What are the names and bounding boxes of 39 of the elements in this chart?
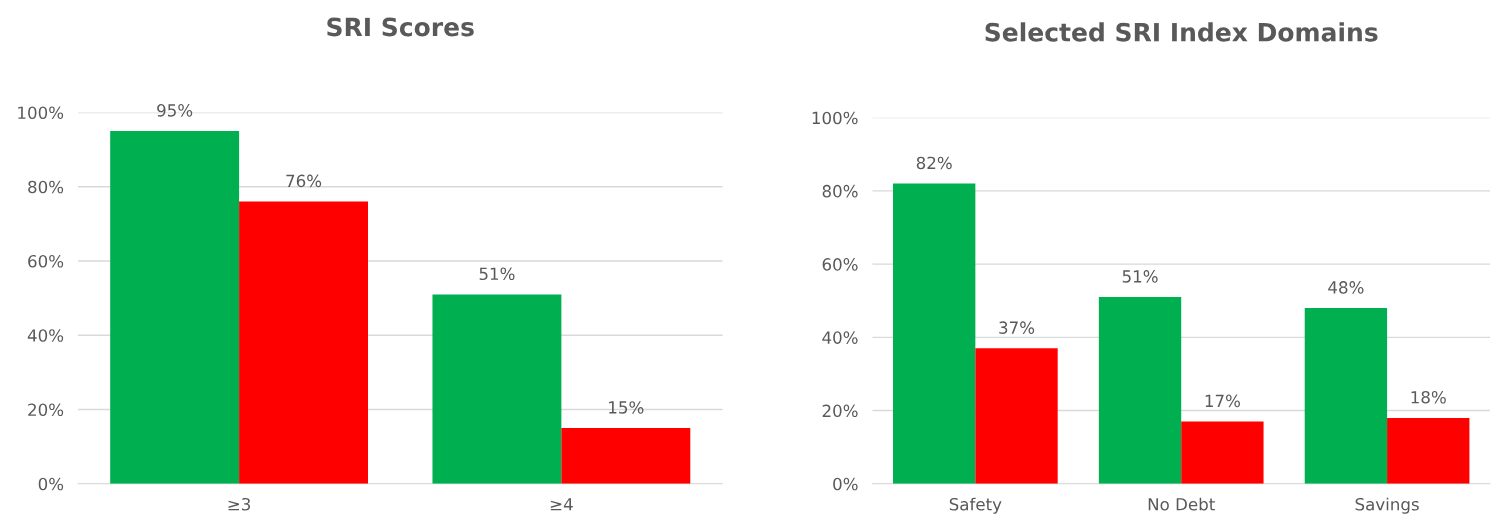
data-label: 76% [286,174,322,188]
y-tick-label: 80% [28,180,64,194]
bar [1098,297,1182,484]
data-label: 51% [1122,270,1158,283]
data-label: 48% [1328,281,1364,294]
chart-title: Selected SRI Index Domains [985,22,1378,42]
data-label: 51% [479,267,515,281]
y-tick-label: 100% [812,111,858,125]
bar [893,183,976,484]
data-label: 95% [157,104,193,117]
data-label: 15% [609,401,644,414]
y-tick-label: 60% [28,254,64,268]
y-tick-label: 40% [822,331,858,344]
x-tick-label: Safety [949,497,1002,514]
bar [432,294,562,484]
bar [1181,421,1264,484]
y-tick-label: 20% [28,403,64,417]
x-tick-label: No Debt [1148,497,1215,511]
bar [239,201,368,484]
bar [1304,308,1388,484]
bar [561,428,691,484]
chart-title: SRI Scores [327,17,474,37]
y-tick-label: 80% [822,184,858,198]
y-tick-label: 60% [822,258,858,271]
y-tick-label: 20% [822,404,858,418]
bar [1387,417,1470,484]
bar [975,348,1058,484]
x-tick-label: Savings [1355,497,1419,514]
x-tick-label: ≥3 [228,497,251,511]
x-tick-label: ≥4 [550,498,573,511]
bar [110,131,240,484]
y-tick-label: 0% [38,477,64,491]
y-tick-label: 40% [27,329,64,342]
data-label: 18% [1411,390,1446,404]
y-tick-label: 100% [18,106,64,120]
data-label: 17% [1205,394,1240,408]
data-label: 37% [999,321,1035,334]
y-tick-label: 0% [833,477,858,491]
data-label: 82% [916,156,952,170]
